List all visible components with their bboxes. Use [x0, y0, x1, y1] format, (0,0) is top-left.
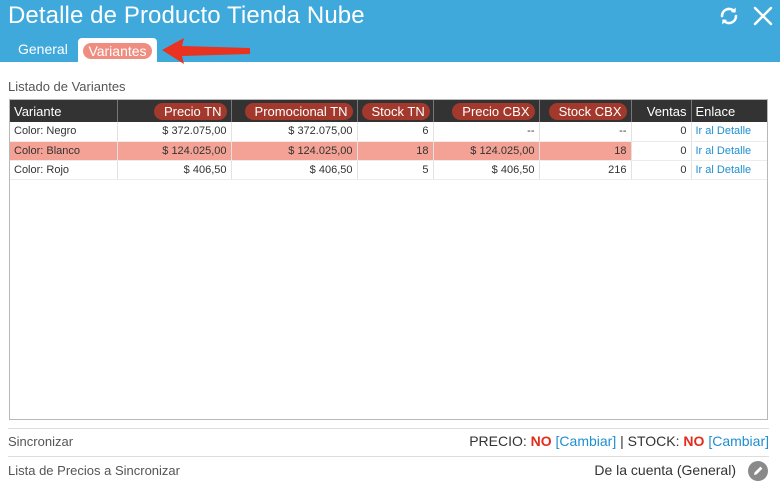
detail-link[interactable]: Ir al Detalle — [695, 163, 752, 176]
divider — [8, 428, 769, 429]
column-header-precio-tn[interactable]: Precio TN — [117, 100, 232, 122]
window-header: Detalle de Producto Tienda Nube General … — [0, 0, 780, 62]
column-header-label: Variante — [14, 103, 62, 119]
column-header-stock-cbx[interactable]: Stock CBX — [539, 100, 632, 122]
price-sync-value: NO — [530, 433, 552, 449]
column-header-label: Ventas — [646, 103, 687, 119]
column-header-precio-cbx[interactable]: Precio CBX — [433, 100, 540, 122]
divider — [8, 456, 769, 457]
stock-sync-label: STOCK: — [627, 433, 680, 449]
detail-link[interactable]: Ir al Detalle — [695, 125, 752, 138]
column-header-label: Promocional TN — [244, 102, 353, 120]
column-header-label: Stock TN — [361, 102, 430, 120]
cell-enlace: Ir al Detalle — [691, 122, 767, 142]
column-header-label: Enlace — [695, 103, 736, 119]
change-stock-sync-button[interactable]: [Cambiar] — [708, 433, 769, 449]
cell-ventas: 0 — [631, 141, 692, 161]
close-icon[interactable] — [751, 4, 775, 28]
table-row[interactable]: Color: Blanco $ 124.025,00 $ 124.025,00 … — [10, 141, 767, 161]
table-header-row: Variante Precio TN Promocional TN Stock … — [10, 100, 767, 122]
cell-ventas: 0 — [631, 122, 692, 142]
tab-general[interactable]: General — [12, 38, 74, 62]
price-list-label: Lista de Precios a Sincronizar — [8, 463, 180, 478]
cell-variante: Color: Blanco — [10, 141, 118, 161]
column-header-enlace[interactable]: Enlace — [691, 100, 767, 122]
cell-stock-cbx: 18 — [539, 141, 632, 161]
column-header-label: Precio CBX — [452, 102, 535, 120]
column-header-ventas[interactable]: Ventas — [631, 100, 692, 122]
cell-precio-cbx: $ 124.025,00 — [433, 141, 540, 161]
window-title: Detalle de Producto Tienda Nube — [8, 2, 365, 29]
price-list-value: De la cuenta (General) — [594, 462, 736, 478]
cell-stock-cbx: 216 — [539, 160, 632, 180]
cell-stock-cbx: -- — [539, 122, 632, 142]
edit-price-list-button[interactable] — [748, 461, 768, 481]
cell-precio-tn: $ 372.075,00 — [117, 122, 232, 142]
variants-table: Variante Precio TN Promocional TN Stock … — [10, 100, 767, 180]
tab-variantes[interactable]: Variantes — [78, 38, 157, 62]
change-price-sync-button[interactable]: [Cambiar] — [555, 433, 617, 449]
column-header-variante[interactable]: Variante — [10, 100, 118, 122]
cell-variante: Color: Negro — [10, 122, 118, 142]
column-header-label: Stock CBX — [548, 102, 627, 120]
column-header-stock-tn[interactable]: Stock TN — [357, 100, 434, 122]
tab-variantes-label: Variantes — [83, 43, 152, 59]
price-sync-label: PRECIO: — [469, 433, 527, 449]
column-header-label: Precio TN — [153, 102, 227, 120]
stock-sync-value: NO — [683, 433, 705, 449]
variants-grid: Variante Precio TN Promocional TN Stock … — [9, 99, 768, 420]
refresh-icon[interactable] — [717, 4, 741, 28]
cell-stock-tn: 5 — [357, 160, 434, 180]
cell-promocional-tn: $ 406,50 — [231, 160, 358, 180]
cell-enlace: Ir al Detalle — [691, 160, 767, 180]
cell-variante: Color: Rojo — [10, 160, 118, 180]
table-row[interactable]: Color: Rojo $ 406,50 $ 406,50 5 $ 406,50… — [10, 160, 767, 180]
cell-promocional-tn: $ 124.025,00 — [231, 141, 358, 161]
sync-divider: | — [620, 433, 624, 449]
cell-promocional-tn: $ 372.075,00 — [231, 122, 358, 142]
sync-label: Sincronizar — [8, 434, 74, 449]
cell-precio-cbx: $ 406,50 — [433, 160, 540, 180]
cell-precio-cbx: -- — [433, 122, 540, 142]
cell-stock-tn: 6 — [357, 122, 434, 142]
table-row[interactable]: Color: Negro $ 372.075,00 $ 372.075,00 6… — [10, 122, 767, 142]
cell-precio-tn: $ 406,50 — [117, 160, 232, 180]
cell-precio-tn: $ 124.025,00 — [117, 141, 232, 161]
tab-general-label: General — [18, 41, 68, 57]
variants-section-label: Listado de Variantes — [8, 79, 126, 94]
detail-link[interactable]: Ir al Detalle — [695, 144, 752, 157]
column-header-promocional-tn[interactable]: Promocional TN — [231, 100, 358, 122]
cell-stock-tn: 18 — [357, 141, 434, 161]
pencil-icon — [754, 466, 763, 475]
annotation-arrow — [162, 38, 250, 64]
sync-status: PRECIO: NO [Cambiar] | STOCK: NO [Cambia… — [469, 433, 769, 449]
cell-enlace: Ir al Detalle — [691, 141, 767, 161]
cell-ventas: 0 — [631, 160, 692, 180]
